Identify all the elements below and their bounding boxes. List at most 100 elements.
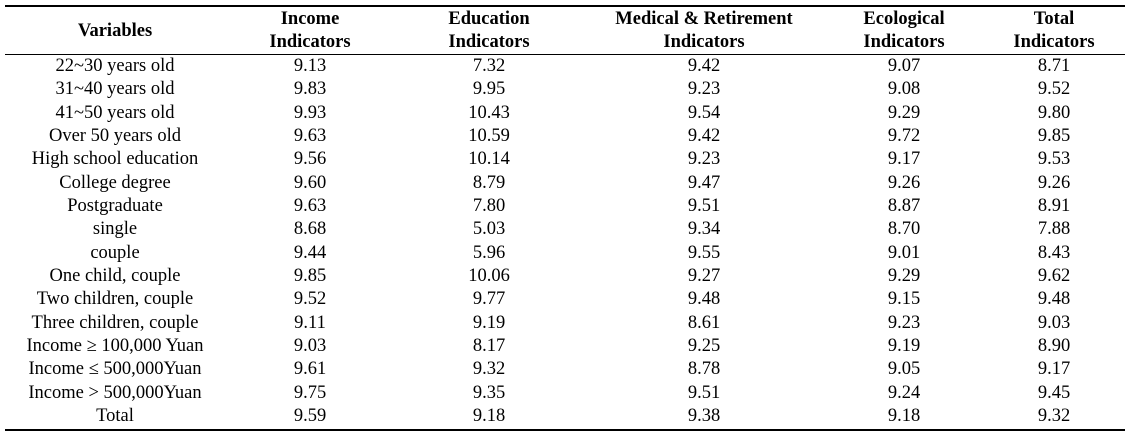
cell-ecological: 9.29 xyxy=(887,266,921,287)
cell-variable: Two children, couple xyxy=(36,289,194,310)
cell-income: 9.52 xyxy=(293,289,327,310)
cell-variable: One child, couple xyxy=(49,266,181,287)
cell-total: 9.62 xyxy=(1037,266,1071,287)
cell-variable: Total xyxy=(96,406,134,427)
cell-medical: 8.78 xyxy=(687,359,721,380)
cell-medical: 9.55 xyxy=(687,242,721,263)
cell-total: 8.91 xyxy=(1037,196,1071,217)
cell-ecological: 8.87 xyxy=(887,196,921,217)
indicators-table-container: Variables Income Indicators Education In… xyxy=(5,5,1125,431)
table-row: One child, couple 9.85 10.06 9.27 9.29 9.62 xyxy=(5,265,1125,288)
header-total-line1: Total xyxy=(1033,9,1075,29)
header-education-line2: Indicators xyxy=(448,32,530,52)
cell-education: 10.59 xyxy=(468,126,510,147)
cell-education: 9.19 xyxy=(472,312,506,333)
cell-variable: Income > 500,000Yuan xyxy=(28,382,202,403)
cell-income: 9.03 xyxy=(293,336,327,357)
cell-ecological: 9.26 xyxy=(887,172,921,193)
cell-total: 9.26 xyxy=(1037,172,1071,193)
cell-medical: 9.51 xyxy=(687,196,721,217)
cell-education: 9.35 xyxy=(472,382,506,403)
cell-total: 9.45 xyxy=(1037,382,1071,403)
header-total-line2: Indicators xyxy=(1013,32,1095,52)
header-ecological-line2: Indicators xyxy=(863,32,945,52)
cell-ecological: 9.19 xyxy=(887,336,921,357)
cell-education: 10.06 xyxy=(468,266,510,287)
cell-ecological: 9.07 xyxy=(887,56,921,76)
cell-total: 8.90 xyxy=(1037,336,1071,357)
cell-education: 8.17 xyxy=(472,336,506,357)
cell-variable: couple xyxy=(90,242,140,263)
header-education-line1: Education xyxy=(448,9,530,29)
table-row: Three children, couple 9.11 9.19 8.61 9.23 9.… xyxy=(5,312,1125,335)
cell-income: 9.61 xyxy=(293,359,327,380)
cell-ecological: 8.70 xyxy=(887,219,921,240)
cell-medical: 9.42 xyxy=(687,126,721,147)
cell-income: 9.93 xyxy=(293,102,327,123)
cell-total: 9.03 xyxy=(1037,312,1071,333)
cell-medical: 9.23 xyxy=(687,79,721,100)
cell-variable: Income ≥ 100,000 Yuan xyxy=(26,336,204,357)
cell-medical: 9.47 xyxy=(687,172,721,193)
cell-medical: 9.48 xyxy=(687,289,721,310)
cell-variable: 22~30 years old xyxy=(55,56,175,76)
cell-education: 9.77 xyxy=(472,289,506,310)
header-ecological: Ecological Indicators xyxy=(825,6,983,55)
cell-total: 9.85 xyxy=(1037,126,1071,147)
cell-ecological: 9.17 xyxy=(887,149,921,170)
cell-variable: 41~50 years old xyxy=(55,102,175,123)
table-row: Postgraduate 9.63 7.80 9.51 8.87 8.91 xyxy=(5,195,1125,218)
cell-ecological: 9.18 xyxy=(887,406,921,427)
header-total: Total Indicators xyxy=(983,6,1125,55)
header-education: Education Indicators xyxy=(395,6,583,55)
cell-education: 7.32 xyxy=(472,56,506,76)
cell-total: 9.52 xyxy=(1037,79,1071,100)
cell-medical: 9.34 xyxy=(687,219,721,240)
cell-ecological: 9.72 xyxy=(887,126,921,147)
cell-education: 8.79 xyxy=(472,172,506,193)
table-header: Variables Income Indicators Education In… xyxy=(5,6,1125,55)
header-row: Variables Income Indicators Education In… xyxy=(5,6,1125,55)
header-income-line1: Income xyxy=(280,9,340,29)
cell-variable: High school education xyxy=(31,149,199,170)
cell-education: 9.95 xyxy=(472,79,506,100)
cell-income: 9.60 xyxy=(293,172,327,193)
cell-medical: 9.51 xyxy=(687,382,721,403)
cell-total: 9.80 xyxy=(1037,102,1071,123)
indicators-table: Variables Income Indicators Education In… xyxy=(5,5,1125,431)
cell-income: 8.68 xyxy=(293,219,327,240)
cell-education: 10.14 xyxy=(468,149,510,170)
cell-medical: 9.38 xyxy=(687,406,721,427)
header-medical: Medical & Retirement Indicators xyxy=(583,6,825,55)
table-row: Total 9.59 9.18 9.38 9.18 9.32 xyxy=(5,405,1125,430)
table-row: Two children, couple 9.52 9.77 9.48 9.15 9.48 xyxy=(5,288,1125,311)
cell-variable: Over 50 years old xyxy=(48,126,182,147)
cell-income: 9.85 xyxy=(293,266,327,287)
cell-ecological: 9.08 xyxy=(887,79,921,100)
cell-income: 9.56 xyxy=(293,149,327,170)
cell-education: 7.80 xyxy=(472,196,506,217)
table-row: single 8.68 5.03 9.34 8.70 7.88 xyxy=(5,218,1125,241)
header-income-line2: Indicators xyxy=(269,32,351,52)
cell-education: 5.03 xyxy=(472,219,506,240)
cell-income: 9.13 xyxy=(293,56,327,76)
cell-ecological: 9.15 xyxy=(887,289,921,310)
cell-income: 9.59 xyxy=(293,406,327,427)
cell-variable: single xyxy=(92,219,138,240)
cell-total: 9.48 xyxy=(1037,289,1071,310)
table-row: Income ≤ 500,000Yuan 9.61 9.32 8.78 9.05 9.17 xyxy=(5,358,1125,381)
cell-total: 7.88 xyxy=(1037,219,1071,240)
cell-education: 10.43 xyxy=(468,102,510,123)
cell-total: 8.43 xyxy=(1037,242,1071,263)
cell-income: 9.63 xyxy=(293,126,327,147)
cell-medical: 9.23 xyxy=(687,149,721,170)
table-row: 31~40 years old 9.83 9.95 9.23 9.08 9.52 xyxy=(5,78,1125,101)
cell-variable: Postgraduate xyxy=(67,196,163,217)
cell-ecological: 9.01 xyxy=(887,242,921,263)
table-row: 41~50 years old 9.93 10.43 9.54 9.29 9.80 xyxy=(5,102,1125,125)
header-income: Income Indicators xyxy=(225,6,395,55)
cell-total: 9.53 xyxy=(1037,149,1071,170)
cell-total: 9.17 xyxy=(1037,359,1071,380)
cell-income: 9.83 xyxy=(293,79,327,100)
cell-medical: 8.61 xyxy=(687,312,721,333)
